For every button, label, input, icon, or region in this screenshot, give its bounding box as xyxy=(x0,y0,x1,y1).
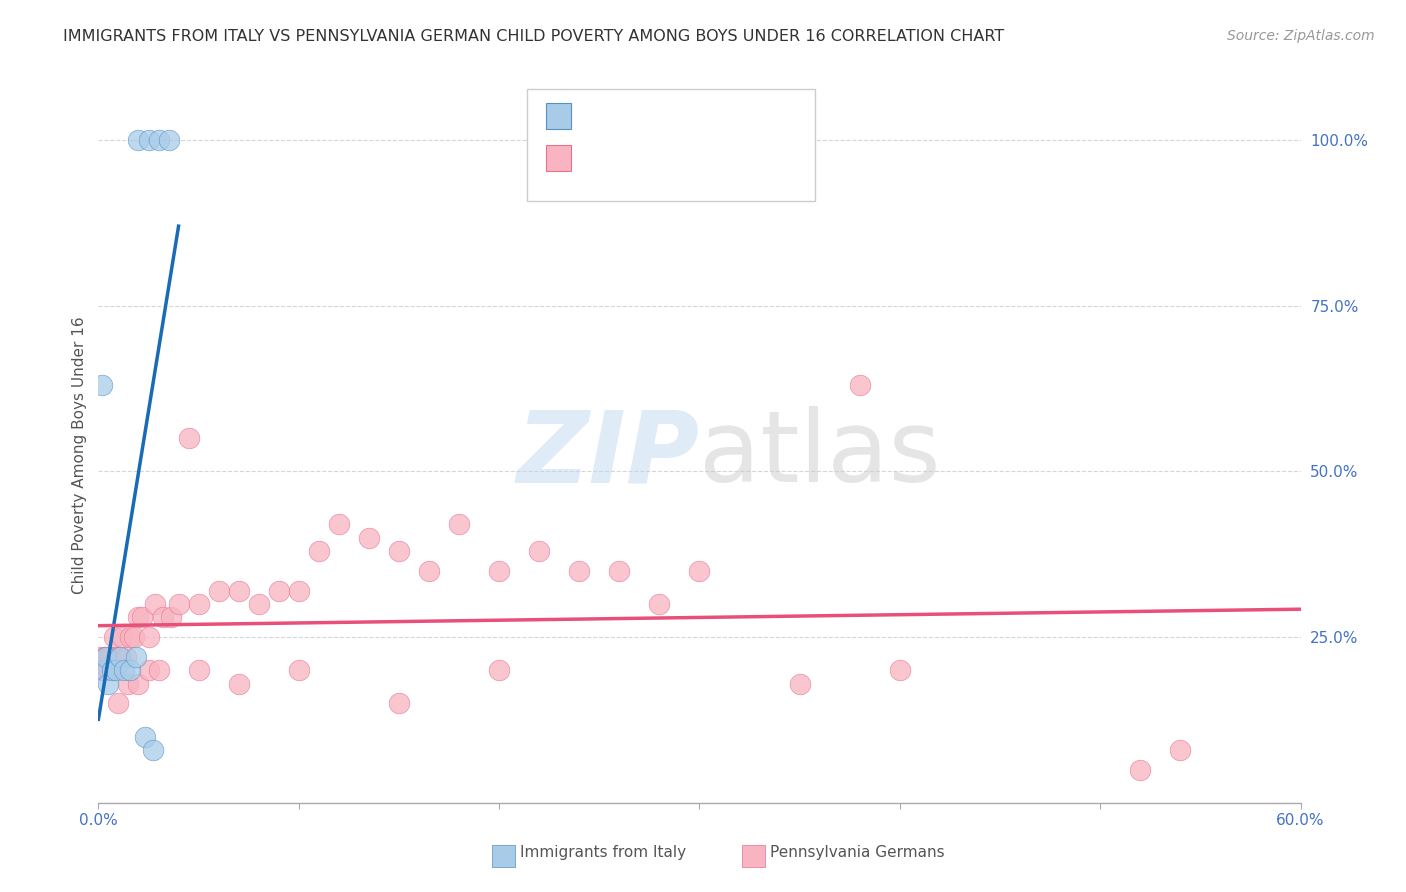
Point xyxy=(110,650,132,665)
Point xyxy=(648,597,671,611)
Point xyxy=(1129,763,1152,777)
Point xyxy=(107,650,129,665)
Point xyxy=(107,697,129,711)
Point xyxy=(105,663,128,677)
Point xyxy=(148,133,170,147)
Text: 0.727: 0.727 xyxy=(619,107,675,125)
Point xyxy=(96,650,118,665)
Text: R =: R = xyxy=(581,107,620,125)
Point xyxy=(100,650,122,665)
Point xyxy=(167,597,190,611)
Point xyxy=(128,676,150,690)
Point xyxy=(849,378,872,392)
Point xyxy=(609,564,631,578)
Point xyxy=(97,676,120,690)
Text: Immigrants from Italy: Immigrants from Italy xyxy=(520,846,686,860)
Point xyxy=(101,663,124,677)
Point xyxy=(138,630,160,644)
Point xyxy=(789,676,811,690)
Point xyxy=(128,133,150,147)
Point xyxy=(488,663,510,677)
Text: atlas: atlas xyxy=(699,407,941,503)
Point xyxy=(131,610,153,624)
Text: ZIP: ZIP xyxy=(516,407,699,503)
Point xyxy=(117,676,139,690)
Point xyxy=(208,583,231,598)
Point xyxy=(357,531,380,545)
Point xyxy=(328,517,350,532)
Point xyxy=(91,663,114,677)
Point xyxy=(688,564,710,578)
Text: Source: ZipAtlas.com: Source: ZipAtlas.com xyxy=(1227,29,1375,43)
Point xyxy=(228,676,250,690)
Point xyxy=(96,650,118,665)
Point xyxy=(247,597,270,611)
Point xyxy=(97,663,120,677)
Text: 16: 16 xyxy=(728,107,754,125)
Point xyxy=(114,663,136,677)
Point xyxy=(388,544,411,558)
Point xyxy=(388,697,411,711)
Point xyxy=(125,650,148,665)
Point xyxy=(228,583,250,598)
Text: R =: R = xyxy=(581,149,620,167)
Point xyxy=(177,431,200,445)
Point xyxy=(1170,743,1192,757)
Point xyxy=(187,597,209,611)
Point xyxy=(187,663,209,677)
Point xyxy=(288,583,311,598)
Point xyxy=(115,650,138,665)
Point xyxy=(101,663,124,677)
Point xyxy=(568,564,591,578)
Text: 55: 55 xyxy=(728,149,754,167)
Text: N =: N = xyxy=(689,107,728,125)
Point xyxy=(93,663,115,677)
Point xyxy=(138,663,160,677)
Point xyxy=(111,630,134,644)
Point xyxy=(103,630,125,644)
Point xyxy=(105,650,128,665)
Point xyxy=(288,663,311,677)
Point xyxy=(447,517,470,532)
Point xyxy=(141,743,163,757)
Y-axis label: Child Poverty Among Boys Under 16: Child Poverty Among Boys Under 16 xyxy=(72,316,87,594)
Point xyxy=(143,597,166,611)
Point xyxy=(157,133,180,147)
Point xyxy=(267,583,290,598)
Point xyxy=(488,564,510,578)
Point xyxy=(128,610,150,624)
Point xyxy=(93,650,115,665)
Point xyxy=(120,630,142,644)
Text: 0.289: 0.289 xyxy=(619,149,676,167)
Point xyxy=(889,663,911,677)
Point xyxy=(120,663,142,677)
Point xyxy=(124,630,146,644)
Point xyxy=(89,650,111,665)
Point xyxy=(134,730,156,744)
Point xyxy=(138,133,160,147)
Point xyxy=(148,663,170,677)
Text: N =: N = xyxy=(689,149,728,167)
Text: Pennsylvania Germans: Pennsylvania Germans xyxy=(770,846,945,860)
Point xyxy=(418,564,440,578)
Point xyxy=(529,544,551,558)
Point xyxy=(91,378,114,392)
Point xyxy=(159,610,181,624)
Point xyxy=(308,544,330,558)
Point xyxy=(152,610,174,624)
Text: IMMIGRANTS FROM ITALY VS PENNSYLVANIA GERMAN CHILD POVERTY AMONG BOYS UNDER 16 C: IMMIGRANTS FROM ITALY VS PENNSYLVANIA GE… xyxy=(63,29,1004,44)
